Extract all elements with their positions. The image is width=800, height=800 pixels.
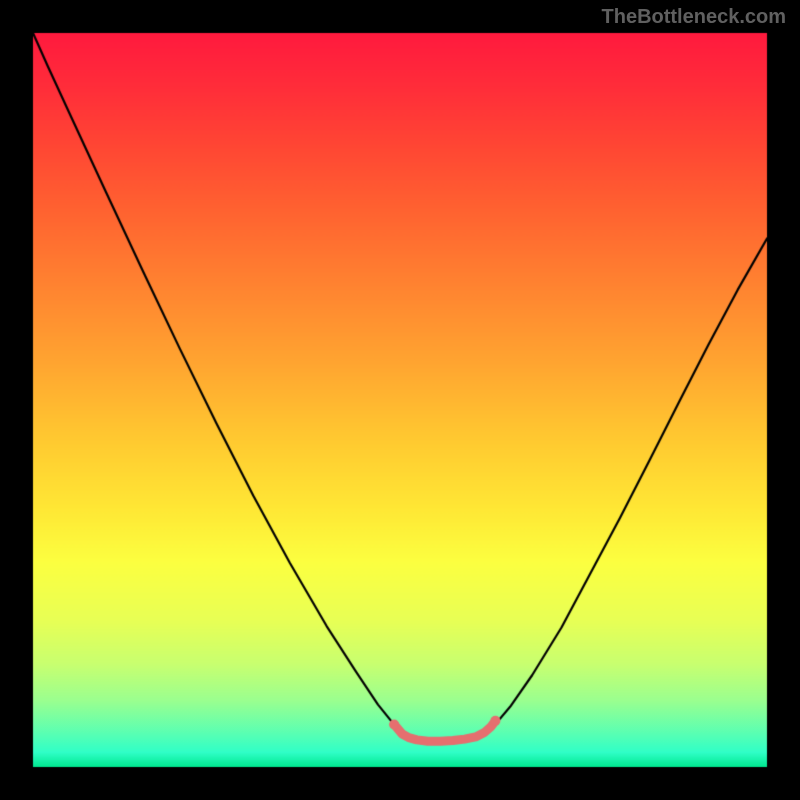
watermark-label: TheBottleneck.com <box>602 6 786 29</box>
chart-container: TheBottleneck.com <box>0 0 800 800</box>
bottleneck-chart-canvas <box>0 0 800 800</box>
